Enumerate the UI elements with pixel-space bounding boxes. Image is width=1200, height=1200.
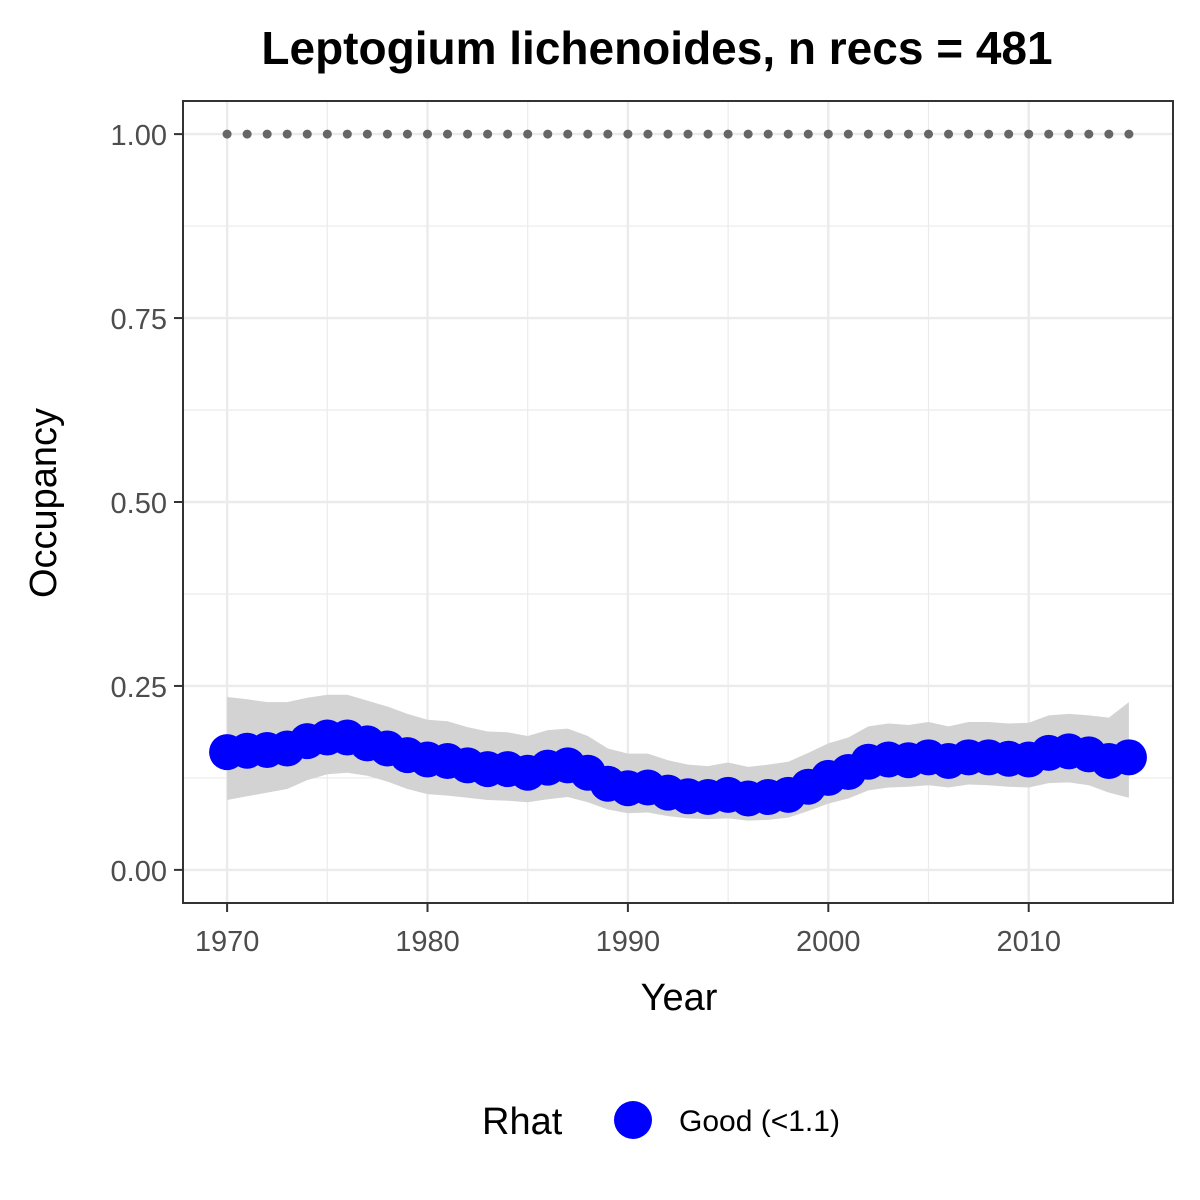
record-point bbox=[924, 129, 934, 139]
record-point bbox=[964, 129, 974, 139]
record-point bbox=[1124, 129, 1134, 139]
record-point bbox=[1084, 129, 1094, 139]
record-point bbox=[823, 129, 833, 139]
record-point bbox=[944, 129, 954, 139]
legend-title: Rhat bbox=[482, 1101, 563, 1143]
y-tick-label: 0.00 bbox=[111, 856, 167, 888]
x-tick-label: 1990 bbox=[596, 926, 661, 958]
record-point bbox=[342, 129, 352, 139]
record-point bbox=[262, 129, 272, 139]
y-axis-title: Occupancy bbox=[23, 408, 65, 598]
record-point bbox=[483, 129, 493, 139]
record-point bbox=[603, 129, 613, 139]
x-tick-label: 1980 bbox=[395, 926, 460, 958]
record-point bbox=[1004, 129, 1014, 139]
x-tick-label: 1970 bbox=[195, 926, 260, 958]
record-point bbox=[803, 129, 813, 139]
record-point bbox=[623, 129, 633, 139]
record-point bbox=[984, 129, 994, 139]
record-point bbox=[322, 129, 332, 139]
record-point bbox=[783, 129, 793, 139]
record-point bbox=[402, 129, 412, 139]
chart-title: Leptogium lichenoides, n recs = 481 bbox=[261, 22, 1052, 74]
record-point bbox=[422, 129, 432, 139]
record-point bbox=[1024, 129, 1034, 139]
x-tick-label: 2000 bbox=[796, 926, 861, 958]
y-tick-label: 0.25 bbox=[111, 672, 167, 704]
y-tick-label: 0.50 bbox=[111, 488, 167, 520]
credible-interval-ribbon bbox=[227, 694, 1129, 821]
record-point bbox=[382, 129, 392, 139]
record-point bbox=[463, 129, 473, 139]
legend-label-good: Good (<1.1) bbox=[679, 1105, 840, 1138]
y-tick-label: 0.75 bbox=[111, 304, 167, 336]
credible-interval-band bbox=[227, 694, 1129, 821]
record-point bbox=[903, 129, 913, 139]
record-point bbox=[282, 129, 292, 139]
record-point bbox=[1064, 129, 1074, 139]
record-point bbox=[763, 129, 773, 139]
record-point bbox=[222, 129, 232, 139]
record-point bbox=[843, 129, 853, 139]
record-point bbox=[703, 129, 713, 139]
legend-key-good bbox=[614, 1101, 652, 1139]
record-points bbox=[222, 129, 1134, 139]
record-point bbox=[503, 129, 513, 139]
record-point bbox=[563, 129, 573, 139]
record-point bbox=[302, 129, 312, 139]
record-point bbox=[643, 129, 653, 139]
record-point bbox=[583, 129, 593, 139]
record-point bbox=[683, 129, 693, 139]
occupancy-series bbox=[209, 719, 1147, 817]
record-point bbox=[543, 129, 553, 139]
record-point bbox=[523, 129, 533, 139]
record-point bbox=[443, 129, 453, 139]
record-point bbox=[863, 129, 873, 139]
legend: Rhat Good (<1.1) bbox=[482, 1101, 840, 1143]
record-point bbox=[663, 129, 673, 139]
x-tick-label: 2010 bbox=[996, 926, 1061, 958]
record-point bbox=[883, 129, 893, 139]
occupancy-point bbox=[1110, 739, 1147, 776]
record-point bbox=[362, 129, 372, 139]
x-axis-title: Year bbox=[641, 977, 718, 1019]
record-point bbox=[1104, 129, 1114, 139]
record-point bbox=[723, 129, 733, 139]
y-tick-label: 1.00 bbox=[111, 120, 167, 152]
record-point bbox=[743, 129, 753, 139]
axis-ticks: 1970 1980 1990 2000 2010 0.00 0.25 0.50 0.75 1.00 bbox=[111, 120, 1061, 958]
record-point bbox=[242, 129, 252, 139]
record-point bbox=[1044, 129, 1054, 139]
